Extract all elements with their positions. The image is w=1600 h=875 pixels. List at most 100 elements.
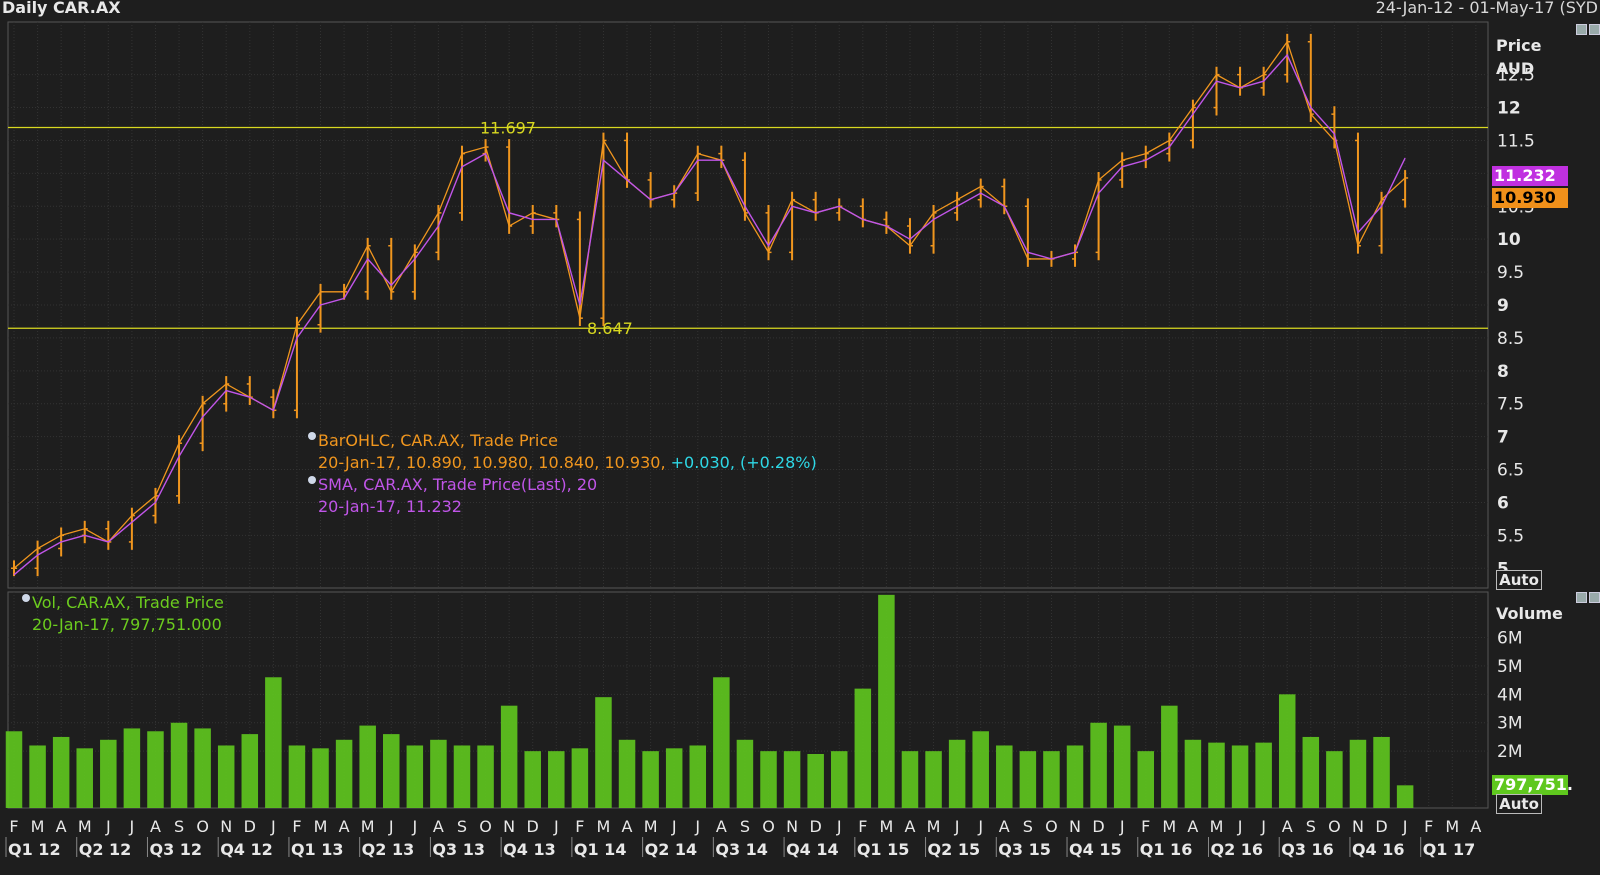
quarter-tick-label: Q1 12 [8, 840, 61, 859]
price-tick-label: 9.5 [1497, 263, 1524, 283]
month-tick-label: D [809, 817, 821, 836]
month-tick-label: F [1141, 817, 1150, 836]
price-pane-minimize-icon[interactable] [1576, 24, 1587, 35]
month-tick-label: S [1023, 817, 1033, 836]
price-line [13, 40, 1406, 569]
axes: 12.51211.51110.5109.598.587.576.565.556M… [5, 66, 1535, 859]
volume-pane-minimize-icon[interactable] [1576, 592, 1587, 603]
volume-bar [1090, 722, 1107, 808]
price-tick-label: 9 [1497, 296, 1509, 316]
legend-handle-icon[interactable] [308, 432, 316, 440]
legend-handle-icon[interactable] [22, 594, 30, 602]
volume-bar [571, 748, 589, 808]
month-tick-label: J [694, 817, 700, 836]
price-tick-label: 5 [1497, 559, 1509, 579]
volume-axis-title: Volume [1496, 604, 1563, 623]
ohlc-legend: BarOHLC, CAR.AX, Trade Price 20-Jan-17, … [308, 430, 817, 518]
volume-legend-values: 20-Jan-17, 797,751.000 [32, 615, 222, 634]
month-tick-label: D [527, 817, 539, 836]
price-tick-label: 8 [1497, 362, 1509, 382]
volume-bar [1326, 751, 1343, 808]
volume-bar [948, 739, 966, 808]
volume-bar [925, 751, 942, 808]
month-tick-label: S [174, 817, 184, 836]
volume-bar [430, 739, 447, 808]
legend-handle-icon[interactable] [308, 476, 316, 484]
month-tick-label: M [644, 817, 658, 836]
volume-bar [383, 734, 400, 808]
sma-legend-values: 20-Jan-17, 11.232 [318, 497, 462, 516]
quarter-tick-label: Q1 17 [1423, 840, 1476, 859]
month-tick-label: N [786, 817, 798, 836]
month-tick-label: M [31, 817, 45, 836]
price-axis-unit: AUD [1496, 59, 1535, 78]
month-tick-label: O [762, 817, 775, 836]
volume-bar [618, 739, 636, 808]
volume-bar [406, 745, 424, 808]
month-tick-label: M [314, 817, 328, 836]
reference-line-label: 11.697 [480, 118, 536, 137]
volume-pane-close-icon[interactable] [1589, 592, 1600, 603]
price-tick-label: 12.5 [1497, 66, 1535, 86]
volume-bar [548, 751, 565, 808]
month-tick-label: F [292, 817, 301, 836]
volume-bar [1066, 745, 1084, 808]
volume-bar [1208, 742, 1225, 808]
quarter-tick-label: Q2 14 [645, 840, 698, 859]
volume-bar [477, 745, 494, 808]
volume-bar [147, 731, 164, 808]
quarter-tick-label: Q1 15 [857, 840, 910, 859]
month-tick-label: J [954, 817, 960, 836]
month-tick-label: N [1069, 817, 1081, 836]
volume-bar [1278, 694, 1296, 808]
volume-bar [500, 705, 518, 808]
volume-bar [1137, 751, 1155, 808]
ohlc-legend-title: BarOHLC, CAR.AX, Trade Price [318, 431, 558, 450]
volume-bar [783, 751, 801, 808]
quarter-tick-label: Q3 16 [1281, 840, 1334, 859]
month-tick-label: M [879, 817, 893, 836]
month-tick-label: F [858, 817, 867, 836]
month-tick-label: M [361, 817, 375, 836]
month-tick-label: A [1282, 817, 1293, 836]
volume-bar [854, 688, 872, 808]
volume-bar [830, 751, 848, 808]
volume-bar [1255, 742, 1272, 808]
price-auto-button[interactable]: Auto [1496, 570, 1542, 590]
month-tick-label: M [597, 817, 611, 836]
month-tick-label: J [105, 817, 111, 836]
quarter-tick-label: Q1 14 [574, 840, 627, 859]
quarter-tick-label: Q4 12 [220, 840, 273, 859]
sma-legend-title: SMA, CAR.AX, Trade Price(Last), 20 [318, 475, 598, 494]
volume-bar [736, 739, 754, 808]
month-tick-label: M [927, 817, 941, 836]
month-tick-label: A [339, 817, 350, 836]
quarter-tick-label: Q3 15 [998, 840, 1051, 859]
volume-bar [1113, 725, 1131, 808]
quarter-tick-label: Q1 16 [1140, 840, 1193, 859]
grid [7, 21, 1489, 809]
price-tick-label: 11.5 [1497, 131, 1535, 151]
ohlc-legend-values: 20-Jan-17, 10.890, 10.980, 10.840, 10.93… [318, 453, 666, 472]
month-tick-label: J [270, 817, 276, 836]
volume-bar [76, 748, 93, 808]
price-pane-close-icon[interactable] [1589, 24, 1600, 35]
horizontal-lines: 11.697 8.647 [8, 118, 1488, 338]
month-tick-label: S [457, 817, 467, 836]
volume-bar [312, 748, 329, 808]
volume-auto-button[interactable]: Auto [1496, 794, 1542, 814]
volume-bar [288, 745, 306, 808]
volume-tick-label: 6M [1497, 628, 1522, 648]
volume-bar [170, 722, 188, 808]
sma-line [13, 53, 1406, 576]
volume-bar [689, 745, 707, 808]
month-tick-label: A [56, 817, 67, 836]
volume-bar [642, 751, 659, 808]
volume-bar [335, 739, 353, 808]
month-tick-label: J [1260, 817, 1266, 836]
volume-bar [1184, 739, 1202, 808]
volume-bar [265, 677, 282, 808]
month-tick-label: O [196, 817, 209, 836]
volume-bar [996, 745, 1013, 808]
